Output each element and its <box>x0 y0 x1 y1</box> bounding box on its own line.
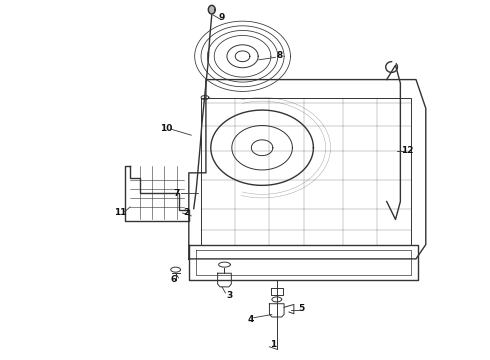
Text: 6: 6 <box>170 275 176 284</box>
Text: 12: 12 <box>401 146 414 155</box>
Text: 3: 3 <box>226 291 232 300</box>
Text: 7: 7 <box>173 189 180 198</box>
Text: 9: 9 <box>219 13 225 22</box>
Text: 5: 5 <box>298 304 305 313</box>
Text: 2: 2 <box>183 208 190 217</box>
Text: 10: 10 <box>160 123 172 132</box>
Text: 1: 1 <box>270 340 276 349</box>
Text: 8: 8 <box>276 51 282 60</box>
Polygon shape <box>208 5 215 14</box>
Text: 11: 11 <box>114 208 126 217</box>
Text: 4: 4 <box>247 315 254 324</box>
